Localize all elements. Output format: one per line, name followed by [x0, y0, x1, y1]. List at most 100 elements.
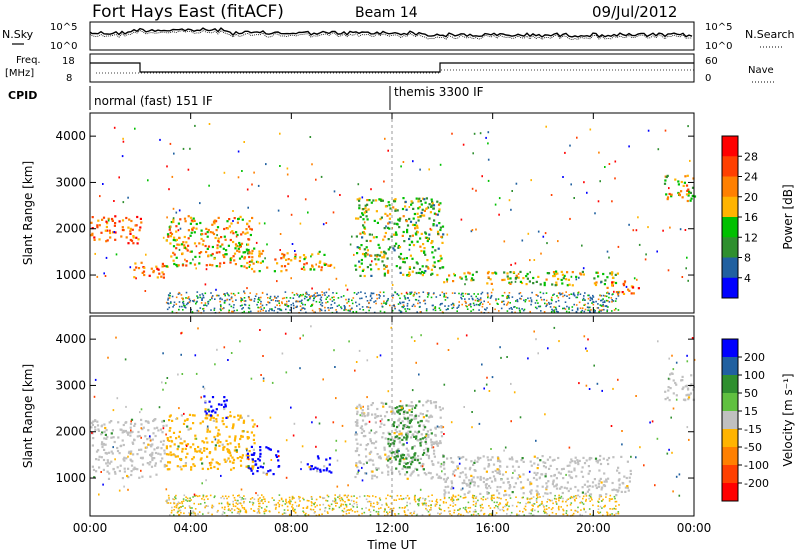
data-cell — [189, 147, 191, 150]
data-cell — [472, 500, 475, 503]
data-cell — [443, 383, 446, 386]
data-cell — [496, 496, 499, 499]
data-cell — [428, 233, 431, 236]
data-cell — [405, 208, 408, 211]
data-cell — [357, 469, 360, 472]
data-cell — [573, 495, 575, 498]
data-cell — [377, 258, 380, 261]
data-cell — [485, 309, 487, 311]
data-cell — [487, 301, 489, 303]
data-cell — [247, 225, 251, 228]
data-cell — [486, 491, 489, 494]
data-cell — [240, 299, 242, 302]
data-cell — [398, 506, 401, 509]
data-cell — [410, 401, 413, 404]
data-cell — [105, 452, 108, 455]
data-cell — [412, 303, 415, 306]
data-cell — [304, 303, 306, 306]
data-cell — [241, 430, 244, 433]
data-cell — [593, 309, 595, 311]
data-cell — [269, 416, 272, 419]
data-cell — [564, 301, 567, 303]
data-cell — [348, 512, 350, 514]
data-cell — [204, 506, 206, 509]
data-cell — [402, 258, 405, 261]
data-cell — [560, 293, 563, 295]
data-cell — [609, 513, 611, 516]
data-cell — [603, 301, 606, 303]
data-cell — [579, 502, 581, 504]
data-cell — [324, 309, 326, 312]
data-cell — [235, 299, 237, 301]
data-cell — [327, 307, 329, 309]
data-cell — [369, 306, 372, 309]
data-cell — [545, 511, 547, 514]
data-cell — [503, 271, 506, 274]
data-cell — [387, 238, 390, 241]
data-cell — [510, 382, 512, 385]
data-cell — [636, 278, 638, 281]
data-cell — [215, 461, 218, 464]
data-cell — [543, 510, 546, 513]
data-cell — [483, 300, 485, 303]
data-cell — [418, 271, 421, 274]
data-cell — [310, 501, 313, 503]
data-cell — [493, 497, 495, 499]
data-cell — [311, 498, 313, 500]
data-cell — [426, 292, 429, 294]
data-cell — [561, 491, 564, 495]
data-cell — [381, 260, 384, 263]
data-cell — [356, 198, 359, 201]
data-cell — [226, 443, 229, 446]
data-cell — [386, 299, 389, 302]
data-cell — [425, 442, 428, 445]
data-cell — [231, 300, 234, 303]
data-cell — [277, 295, 279, 298]
data-cell — [402, 458, 405, 461]
data-cell — [514, 311, 516, 314]
data-cell — [534, 302, 537, 304]
data-cell — [320, 269, 323, 272]
data-cell — [565, 473, 567, 476]
data-cell — [516, 460, 519, 463]
data-cell — [427, 238, 429, 241]
data-cell — [236, 233, 239, 237]
data-cell — [605, 299, 608, 302]
data-cell — [166, 165, 168, 168]
data-cell — [230, 305, 233, 308]
data-cell — [473, 293, 475, 295]
data-cell — [563, 294, 566, 297]
data-cell — [288, 300, 290, 302]
data-cell — [612, 281, 615, 284]
data-cell — [574, 461, 577, 465]
data-cell — [342, 510, 345, 513]
data-cell — [401, 507, 404, 509]
data-cell — [553, 306, 555, 308]
data-cell — [102, 458, 106, 462]
data-cell — [310, 497, 313, 499]
data-cell — [253, 247, 256, 250]
data-cell — [617, 245, 620, 248]
data-cell — [424, 503, 427, 506]
data-cell — [468, 484, 471, 487]
data-cell — [408, 248, 411, 251]
data-cell — [288, 513, 291, 516]
data-cell — [418, 400, 421, 403]
data-cell — [294, 508, 296, 511]
data-cell — [354, 475, 357, 479]
data-cell — [313, 297, 315, 300]
data-cell — [687, 125, 689, 128]
data-cell — [527, 357, 529, 360]
data-cell — [506, 513, 508, 515]
data-cell — [530, 489, 533, 492]
data-cell — [553, 293, 555, 296]
data-cell — [663, 182, 667, 185]
data-cell — [525, 502, 527, 505]
data-cell — [123, 456, 126, 459]
data-cell — [268, 310, 270, 312]
data-cell — [472, 497, 475, 499]
data-cell — [196, 450, 199, 453]
data-cell — [227, 457, 230, 460]
data-cell — [607, 306, 609, 308]
data-cell — [410, 410, 413, 413]
